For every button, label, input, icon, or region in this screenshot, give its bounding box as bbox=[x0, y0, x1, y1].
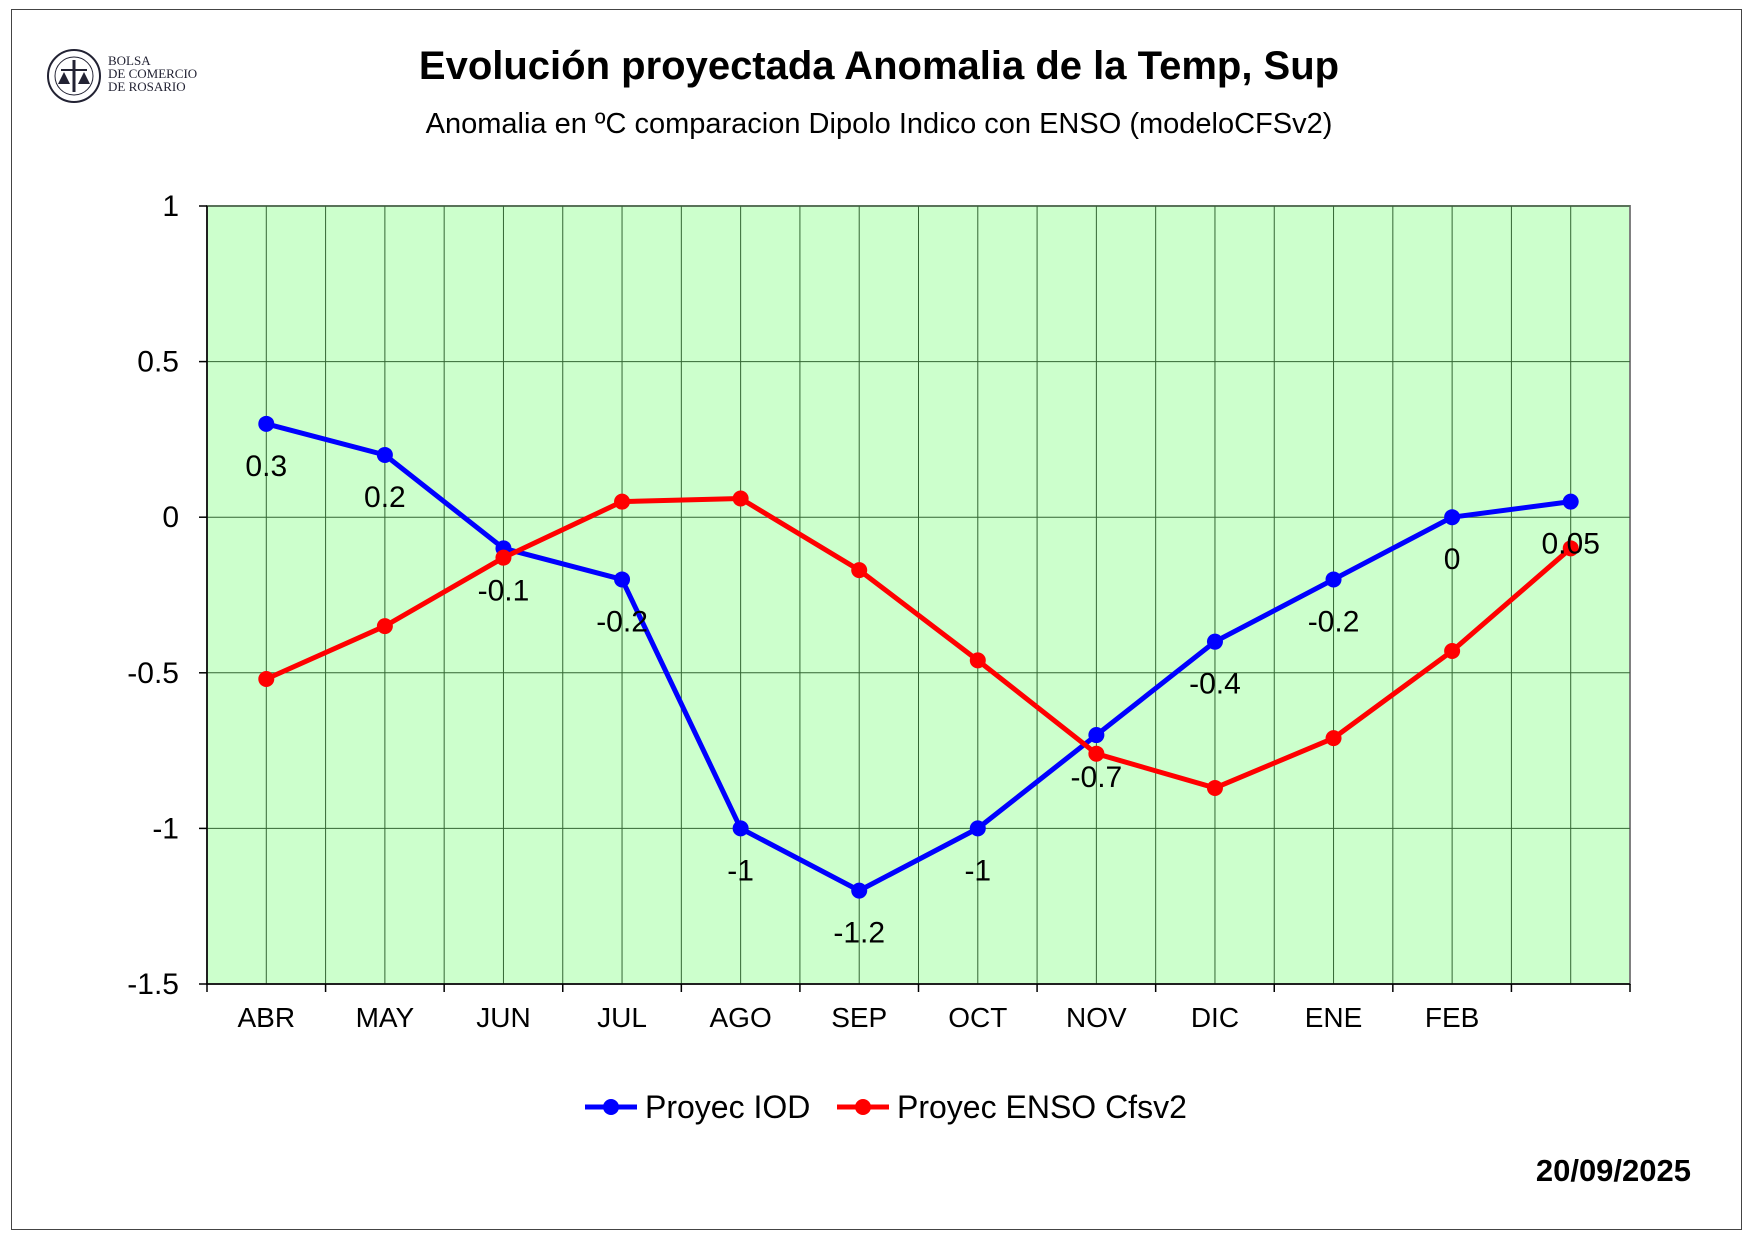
data-point bbox=[1444, 643, 1461, 660]
data-label: -1 bbox=[964, 854, 991, 887]
y-tick-label: -1 bbox=[152, 812, 179, 845]
data-point bbox=[732, 490, 749, 507]
data-label: 0.2 bbox=[364, 481, 406, 514]
y-tick-label: 1 bbox=[162, 190, 179, 223]
data-label: 0.3 bbox=[245, 450, 287, 483]
x-tick-label: ABR bbox=[238, 1002, 296, 1033]
y-tick-label: -0.5 bbox=[127, 657, 179, 690]
bolsa-logo: BOLSA DE COMERCIO DE ROSARIO bbox=[46, 48, 226, 108]
x-tick-label: OCT bbox=[948, 1002, 1007, 1033]
data-point bbox=[258, 415, 275, 432]
x-tick-label: ENE bbox=[1305, 1002, 1363, 1033]
data-point bbox=[969, 820, 986, 837]
legend-label: Proyec IOD bbox=[645, 1089, 810, 1125]
data-label: -0.1 bbox=[478, 574, 530, 607]
series-line-1 bbox=[265, 496, 1573, 791]
data-point bbox=[851, 882, 868, 899]
x-tick-label: AGO bbox=[710, 1002, 772, 1033]
data-label: 0.05 bbox=[1542, 528, 1600, 561]
data-label: -0.4 bbox=[1189, 668, 1241, 701]
chart-title: Evolución proyectada Anomalia de la Temp… bbox=[418, 44, 1340, 88]
y-tick-label: 0 bbox=[162, 501, 179, 534]
data-label: -1.2 bbox=[833, 917, 885, 950]
data-point bbox=[1206, 779, 1223, 796]
data-point bbox=[258, 671, 275, 688]
series-line-0 bbox=[265, 421, 1572, 894]
x-tick-label: MAY bbox=[356, 1002, 415, 1033]
data-point bbox=[614, 571, 631, 588]
data-point bbox=[376, 618, 393, 635]
legend-label: Proyec ENSO Cfsv2 bbox=[897, 1089, 1187, 1125]
data-point bbox=[1325, 730, 1342, 747]
data-point bbox=[732, 820, 749, 837]
logo-line: BOLSA bbox=[108, 53, 151, 68]
data-point bbox=[1444, 509, 1461, 526]
data-point bbox=[376, 446, 393, 463]
data-point bbox=[1562, 540, 1579, 557]
data-point bbox=[1088, 727, 1105, 744]
x-tick-label: JUN bbox=[476, 1002, 530, 1033]
chart-subtitle: Anomalia en ºC comparacion Dipolo Indico… bbox=[425, 108, 1333, 140]
data-label: -0.7 bbox=[1071, 761, 1123, 794]
x-tick-label: SEP bbox=[831, 1002, 887, 1033]
data-point bbox=[1206, 633, 1223, 650]
data-label: -0.2 bbox=[596, 605, 648, 638]
data-label: -1 bbox=[727, 854, 754, 887]
data-label: -0.2 bbox=[1308, 605, 1360, 638]
data-label: 0 bbox=[1444, 543, 1461, 576]
logo-line: DE ROSARIO bbox=[108, 79, 186, 94]
data-point bbox=[495, 549, 512, 566]
data-point bbox=[1325, 571, 1342, 588]
chart-frame bbox=[11, 9, 1742, 1230]
y-tick-label: -1.5 bbox=[127, 968, 179, 1001]
legend-swatch-marker bbox=[603, 1099, 619, 1115]
date-label: 20/09/2025 bbox=[1535, 1153, 1691, 1188]
logo-line: DE COMERCIO bbox=[108, 66, 198, 81]
x-tick-label: FEB bbox=[1425, 1002, 1479, 1033]
x-tick-label: JUL bbox=[597, 1002, 647, 1033]
data-point bbox=[851, 562, 868, 579]
x-tick-label: DIC bbox=[1191, 1002, 1239, 1033]
bolsa-seal-icon bbox=[47, 49, 101, 103]
x-tick-label: NOV bbox=[1066, 1002, 1127, 1033]
data-point bbox=[1562, 493, 1579, 510]
data-point bbox=[1088, 745, 1105, 762]
data-point bbox=[614, 493, 631, 510]
legend-swatch-marker bbox=[855, 1099, 871, 1115]
y-tick-label: 0.5 bbox=[137, 346, 179, 379]
data-point bbox=[969, 652, 986, 669]
